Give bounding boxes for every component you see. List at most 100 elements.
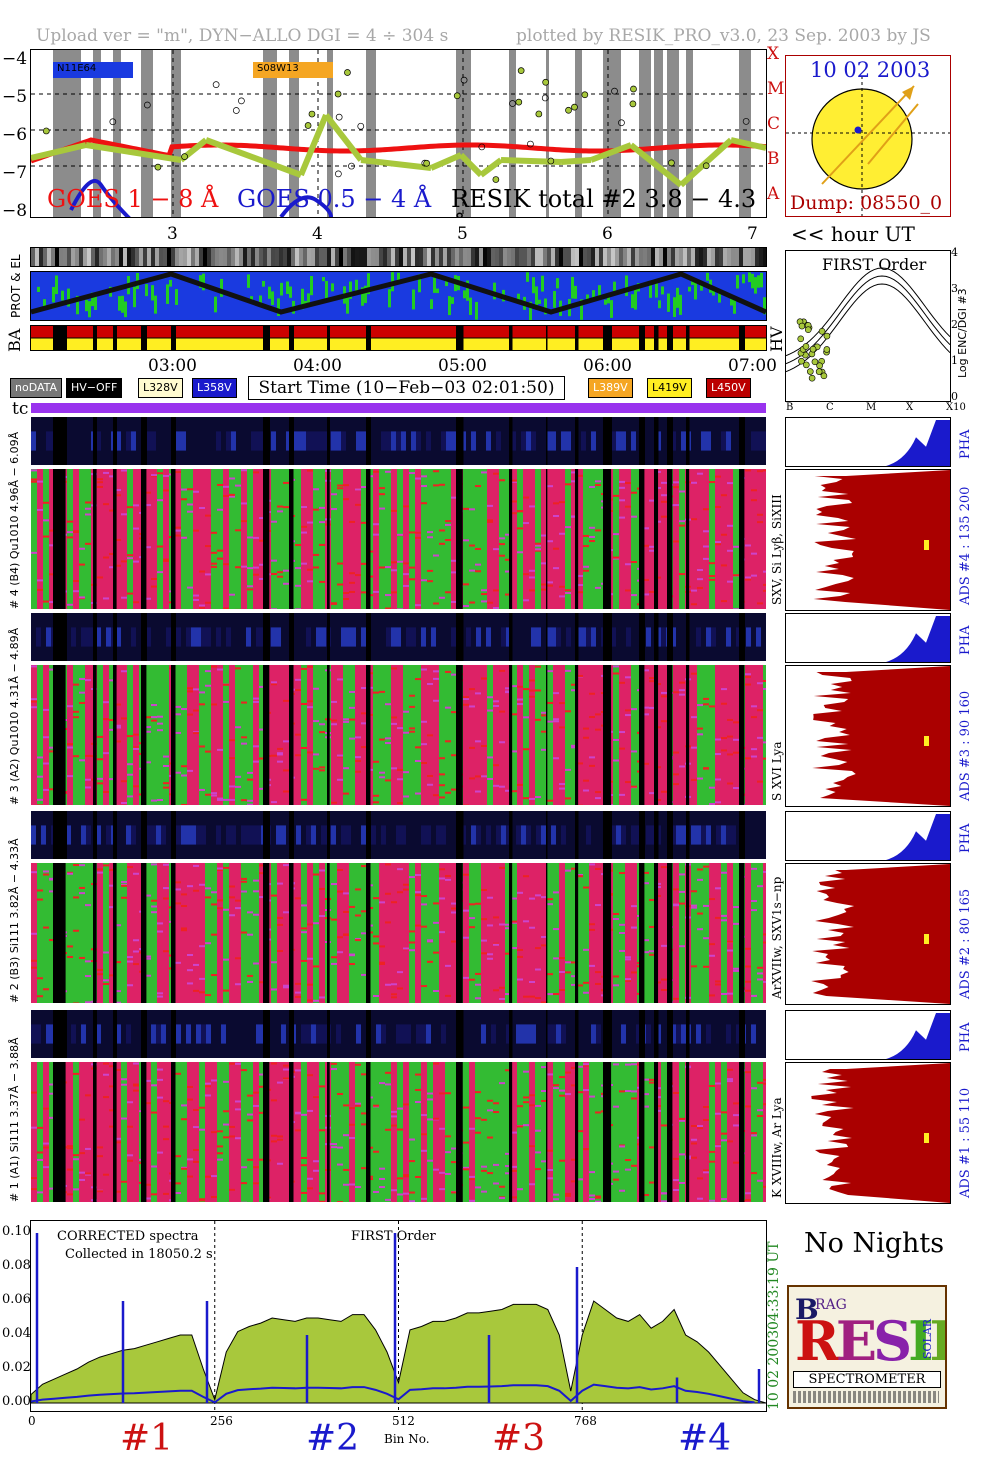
- dark-strip-cell: [226, 825, 231, 845]
- l450-tag: L450V: [706, 378, 751, 398]
- prot-el-cell: [563, 248, 567, 266]
- heatmap-line: [415, 604, 421, 607]
- group-label: #3: [492, 1418, 546, 1459]
- heatmap-line: [133, 560, 139, 563]
- heatmap-column: [211, 469, 217, 609]
- heatmap-line: [205, 573, 211, 576]
- dark-strip-cell: [371, 825, 376, 845]
- heatmap-column: [763, 1062, 766, 1202]
- heatmap-line: [691, 778, 697, 781]
- heatmap-column: [643, 863, 649, 1003]
- heatmap-column: [589, 665, 595, 805]
- prot-el-cell: [51, 248, 55, 266]
- heatmap-line: [151, 716, 157, 719]
- heatmap-line: [313, 687, 319, 690]
- dark-strip-gap: [171, 417, 176, 465]
- heatmap-column: [553, 1062, 559, 1202]
- heatmap-line: [163, 950, 169, 953]
- heatmap-line: [193, 963, 199, 966]
- heatmap-line: [115, 494, 121, 497]
- heatmap-column: [649, 1062, 655, 1202]
- heatmap-line: [163, 474, 169, 477]
- heatmap-line: [151, 1111, 157, 1114]
- first-order-point: [798, 357, 805, 365]
- dark-strip-cell: [31, 431, 36, 451]
- ads-shape: [812, 666, 950, 806]
- heatmap-column: [613, 665, 619, 805]
- heatmap-line: [475, 972, 481, 975]
- heatmap-column: [319, 863, 325, 1003]
- heatmap-line: [427, 531, 433, 534]
- heatmap-column: [187, 1062, 193, 1202]
- heatmap-column: [757, 665, 763, 805]
- heatmap-column: [337, 863, 343, 1003]
- heatmap-line: [703, 508, 709, 511]
- heatmap-line: [385, 737, 391, 740]
- heatmap-line: [595, 867, 601, 870]
- heatmap-line: [565, 1194, 571, 1197]
- heatmap-column: [517, 863, 523, 1003]
- dark-strip-cell: [621, 1024, 626, 1044]
- heatmap-line: [451, 911, 457, 914]
- prot-el-cell: [415, 248, 419, 266]
- l328-tag: L328V: [138, 378, 183, 398]
- heatmap-line: [133, 504, 139, 507]
- heatmap-line: [529, 1183, 535, 1186]
- heatmap-line: [277, 916, 283, 919]
- heatmap-line: [757, 885, 763, 888]
- heatmap-line: [241, 502, 247, 505]
- heatmap-line: [541, 1066, 547, 1069]
- heatmap-column: [721, 469, 727, 609]
- prot-el-cell: [691, 248, 695, 266]
- heatmap-line: [679, 1181, 685, 1184]
- resik-point: [541, 94, 549, 102]
- dark-strip-gap: [603, 811, 612, 859]
- heatmap-line: [301, 506, 307, 509]
- heatmap-line: [529, 1104, 535, 1107]
- goes-class-tick: M: [767, 79, 785, 99]
- heatmap-line: [421, 720, 427, 723]
- heatmap-gap: [93, 863, 97, 1003]
- heatmap-column: [259, 469, 265, 609]
- heatmap-line: [589, 756, 595, 759]
- heatmap-column: [409, 863, 415, 1003]
- heatmap-line: [517, 978, 523, 981]
- dark-strip-cell: [506, 1024, 511, 1044]
- resik-point: [238, 97, 245, 105]
- spectrum-y-tick: 0.10: [2, 1224, 31, 1239]
- heatmap-line: [625, 1168, 631, 1171]
- heatmap-column: [565, 1062, 571, 1202]
- heatmap-line: [541, 1099, 547, 1102]
- heatmap-line: [37, 889, 43, 892]
- heatmap-line: [427, 569, 433, 572]
- heatmap-line: [319, 1129, 325, 1132]
- heatmap-line: [391, 591, 397, 594]
- prot-el-cell: [635, 248, 639, 266]
- heatmap-line: [595, 1195, 601, 1198]
- heatmap-line: [211, 1131, 217, 1134]
- heatmap-line: [295, 584, 301, 587]
- dark-strip-cell: [521, 431, 526, 451]
- heatmap-line: [583, 948, 589, 951]
- heatmap-column: [85, 665, 91, 805]
- heatmap-line: [709, 1160, 715, 1163]
- dark-strip-cell: [526, 825, 531, 845]
- heatmap-line: [115, 990, 121, 993]
- heatmap-column: [271, 665, 277, 805]
- dark-strip-cell: [161, 825, 166, 845]
- prot-el-cell: [455, 248, 459, 266]
- prot-green-cell: [658, 300, 661, 309]
- heatmap-column: [541, 863, 547, 1003]
- heatmap-line: [721, 749, 727, 752]
- heatmap-line: [535, 549, 541, 552]
- heatmap-line: [595, 713, 601, 716]
- heatmap-column: [487, 665, 493, 805]
- goes-y-tick: −6: [2, 125, 28, 145]
- dark-strip-cell: [451, 627, 456, 647]
- heatmap-line: [649, 1146, 655, 1149]
- heatmap-line: [85, 501, 91, 504]
- heatmap-line: [181, 536, 187, 539]
- heatmap-line: [757, 1109, 763, 1112]
- heatmap-column: [751, 1062, 757, 1202]
- heatmap-column: [79, 469, 85, 609]
